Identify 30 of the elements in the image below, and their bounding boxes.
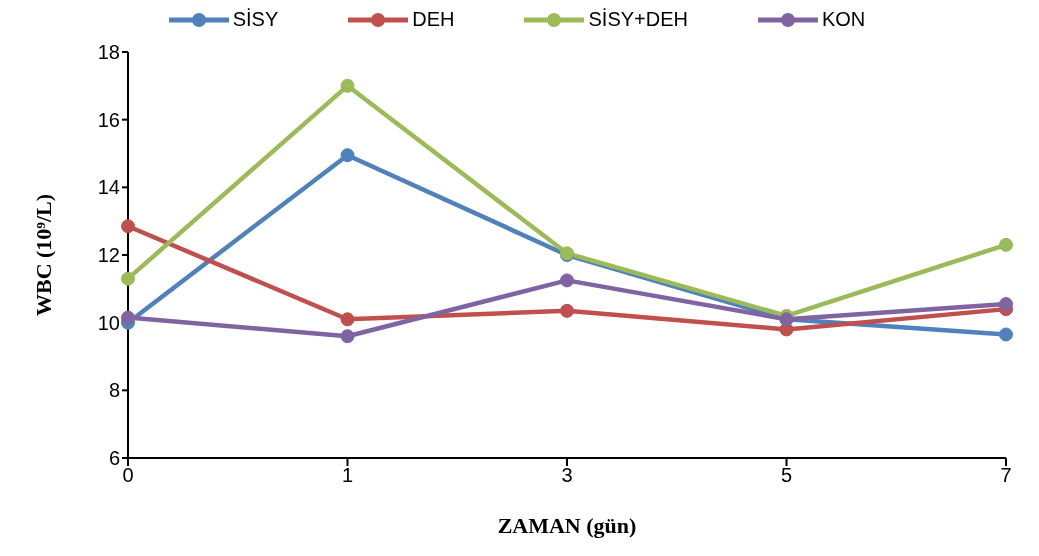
legend-label: SİSY: [232, 8, 279, 31]
x-tick-label: 3: [561, 464, 573, 487]
legend-label: KON: [821, 8, 866, 31]
legend-label: SİSY+DEH: [588, 8, 688, 31]
y-tick-label: 8: [108, 379, 120, 402]
point: [340, 78, 355, 93]
point: [999, 237, 1013, 252]
point: [121, 310, 135, 325]
point: [999, 297, 1013, 312]
point: [999, 327, 1013, 342]
x-tick-label: 5: [780, 464, 793, 487]
x-axis-title: ZAMAN (gün): [497, 513, 637, 538]
y-tick-label: 18: [97, 41, 120, 64]
y-tick-label: 12: [97, 244, 120, 267]
point: [121, 271, 135, 286]
y-tick-label: 6: [108, 447, 120, 470]
point: [340, 148, 355, 163]
y-tick-label: 14: [97, 176, 120, 199]
point: [340, 312, 355, 327]
y-axis-title: WBC (10⁹/L): [30, 193, 56, 317]
legend-label: DEH: [412, 8, 455, 31]
point: [340, 329, 355, 344]
x-tick-label: 0: [122, 464, 134, 487]
point: [560, 273, 574, 288]
y-tick-label: 10: [97, 311, 120, 334]
y-tick-label: 16: [97, 108, 120, 131]
x-tick-label: 1: [341, 464, 354, 487]
x-tick-label: 7: [1000, 464, 1012, 487]
point: [560, 303, 574, 318]
point: [121, 219, 135, 234]
